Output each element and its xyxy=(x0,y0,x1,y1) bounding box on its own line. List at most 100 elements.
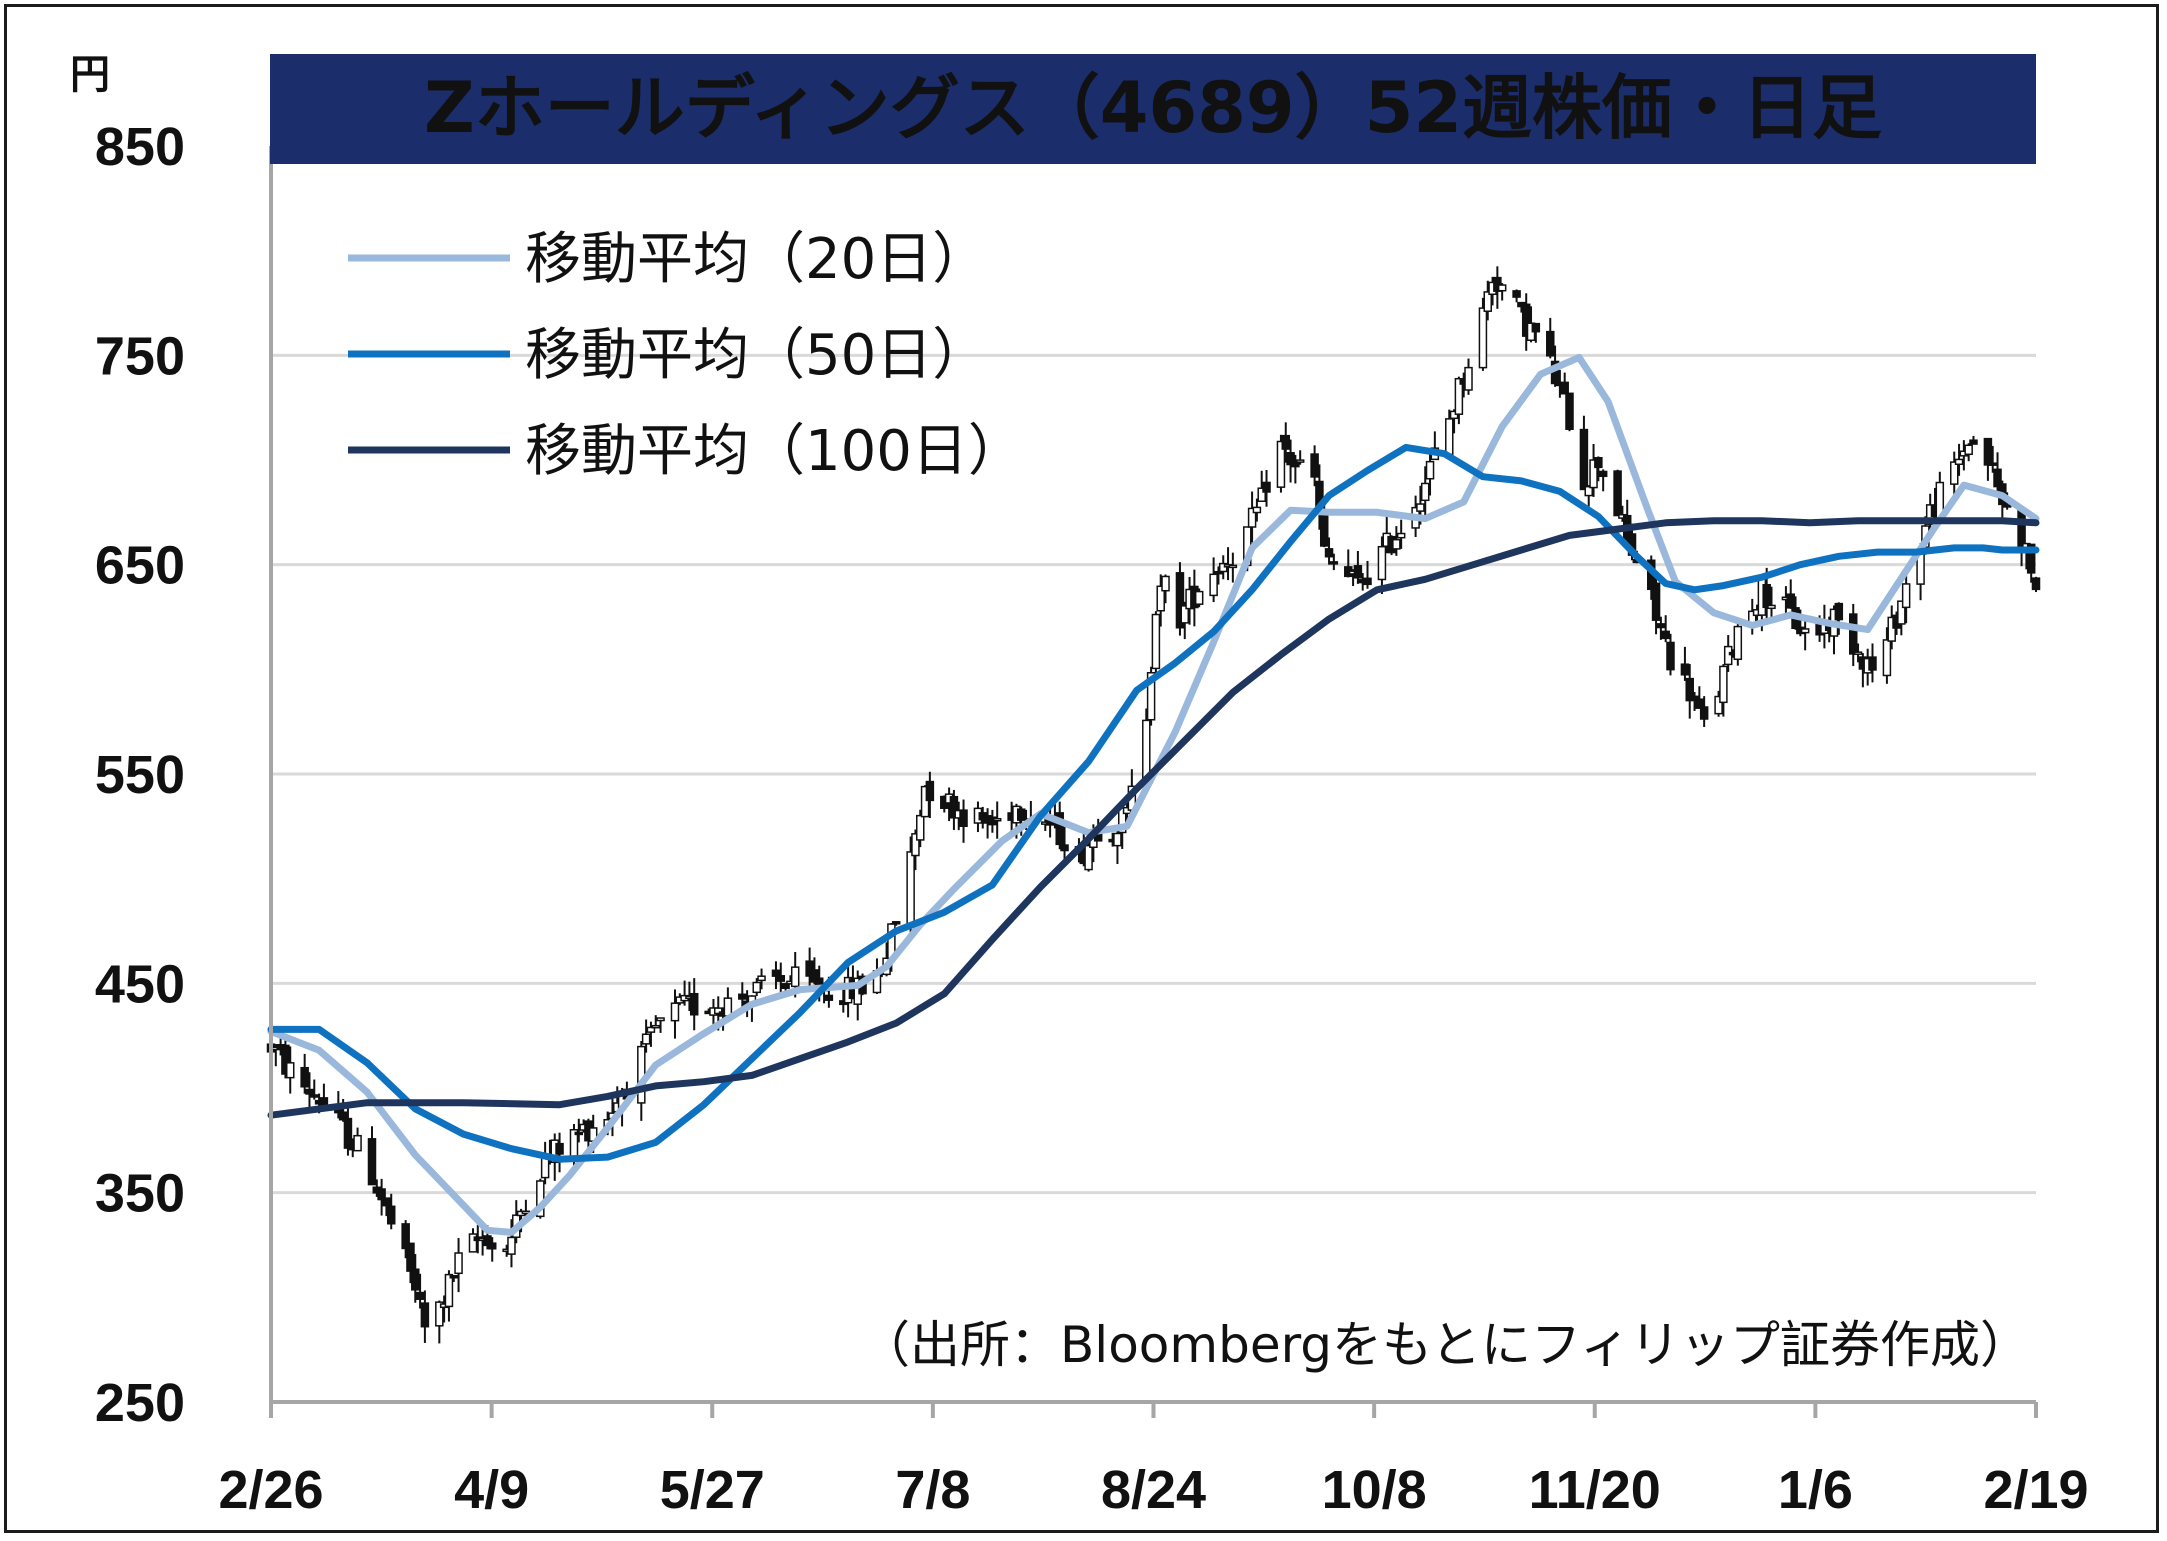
candle-body xyxy=(1733,625,1743,661)
candle-body xyxy=(752,981,761,994)
candle-body xyxy=(1786,593,1795,609)
ytick-label-350: 350 xyxy=(95,1164,185,1224)
candle-body xyxy=(1719,665,1728,704)
tick-labels: 850 750 650 550 450 350 250 2/26 4/9 5/27 7/8 8/24 1… xyxy=(95,117,2089,1520)
candle-body xyxy=(1146,672,1156,721)
candle-body xyxy=(992,818,1002,822)
candle-body xyxy=(1353,564,1363,579)
candle-body xyxy=(1969,439,1978,445)
candle-body xyxy=(1060,844,1069,852)
candle-body xyxy=(1252,506,1262,514)
candle-body xyxy=(824,994,834,1001)
title-banner: Zホールディングス（4689）52週株価・日足 xyxy=(270,54,2036,164)
xtick-label-7: 1/6 xyxy=(1778,1460,1853,1520)
legend-label-ma100: 移動平均（100日） xyxy=(525,419,1024,484)
candle-body xyxy=(1180,605,1190,624)
candle-body xyxy=(1954,458,1964,466)
candle-body xyxy=(1579,428,1589,491)
candle-body xyxy=(810,969,819,983)
gridlines xyxy=(271,144,2036,1195)
candle-body xyxy=(790,966,800,988)
candle-body xyxy=(1690,695,1699,700)
candle-body xyxy=(310,1094,319,1098)
candle-body xyxy=(1194,590,1204,605)
candle-body xyxy=(771,969,781,977)
candle-body xyxy=(1560,381,1569,395)
candle-body xyxy=(1310,453,1319,478)
candle-body xyxy=(1887,616,1896,642)
candle-body xyxy=(1699,706,1709,720)
xtick-label-3: 7/8 xyxy=(895,1460,970,1520)
candle-body xyxy=(300,1066,309,1088)
candle-body xyxy=(435,1301,444,1327)
xtick-label-4: 8/24 xyxy=(1101,1460,1206,1520)
candle-body xyxy=(338,1111,348,1121)
candle-body xyxy=(1589,459,1598,489)
candle-body xyxy=(651,1024,660,1029)
candle-body xyxy=(1016,808,1026,821)
candle-body xyxy=(1262,481,1271,493)
source-note: （出所：Bloombergをもとにフィリップ証券作成） xyxy=(860,1316,2030,1374)
candle-body xyxy=(1714,695,1723,715)
candle-body xyxy=(281,1044,290,1075)
candle-body xyxy=(1454,377,1464,415)
candle-body xyxy=(1964,444,1973,456)
candle-body xyxy=(637,1045,646,1104)
xtick-label-6: 11/20 xyxy=(1529,1460,1661,1520)
candle-body xyxy=(420,1302,430,1328)
candle-body xyxy=(1897,600,1906,625)
line-ma100 xyxy=(267,517,2040,1119)
chart-title: Zホールディングス（4689）52週株価・日足 xyxy=(424,67,1882,149)
candle-body xyxy=(1853,651,1863,655)
candle-body xyxy=(1483,291,1492,312)
candle-body xyxy=(1685,677,1694,702)
ytick-label-850: 850 xyxy=(95,117,185,177)
candle-body xyxy=(382,1197,391,1207)
candle-body xyxy=(1834,602,1844,621)
candle-body xyxy=(1084,844,1093,871)
candle-body xyxy=(507,1236,516,1255)
candle-body xyxy=(805,960,814,977)
candle-body xyxy=(738,993,747,1000)
candle-body xyxy=(949,795,959,819)
candle-body xyxy=(401,1223,410,1250)
candle-body xyxy=(377,1188,386,1201)
candle-body xyxy=(1983,437,1993,466)
candle-body xyxy=(1666,641,1675,671)
candle-body xyxy=(646,1026,656,1033)
candle-body xyxy=(920,785,930,818)
candle-body xyxy=(1161,575,1170,592)
candle-body xyxy=(1175,572,1185,629)
candle-body xyxy=(641,1033,651,1045)
candle-body xyxy=(2031,577,2041,591)
candle-body xyxy=(1156,585,1165,612)
candle-body xyxy=(367,1138,377,1186)
candle-body xyxy=(1521,303,1531,337)
candle-body xyxy=(1445,418,1454,456)
candle-body xyxy=(1949,461,1959,485)
candle-body xyxy=(1464,366,1473,391)
candle-body xyxy=(1093,833,1103,842)
candle-body xyxy=(1868,656,1877,671)
candle-body xyxy=(305,1088,314,1095)
candle-body xyxy=(1257,487,1266,502)
ytick-label-450: 450 xyxy=(95,954,185,1014)
candle-body xyxy=(1546,330,1555,357)
candle-body xyxy=(776,975,786,982)
candle-body xyxy=(781,983,790,989)
candle-body xyxy=(386,1205,396,1225)
candle-body xyxy=(2026,543,2036,574)
candle-body xyxy=(1613,470,1622,517)
candle-body xyxy=(1291,462,1300,468)
candle-body xyxy=(1392,538,1401,550)
ytick-label-650: 650 xyxy=(95,536,185,596)
candle-body xyxy=(1800,628,1810,634)
candle-body xyxy=(1276,440,1286,488)
candle-body xyxy=(415,1291,425,1300)
legend-label-ma20: 移動平均（20日） xyxy=(525,227,988,292)
candle-body xyxy=(1209,573,1218,597)
candle-body xyxy=(1993,468,2002,488)
xtick-label-2: 5/27 xyxy=(660,1460,765,1520)
candle-body xyxy=(1329,561,1339,565)
